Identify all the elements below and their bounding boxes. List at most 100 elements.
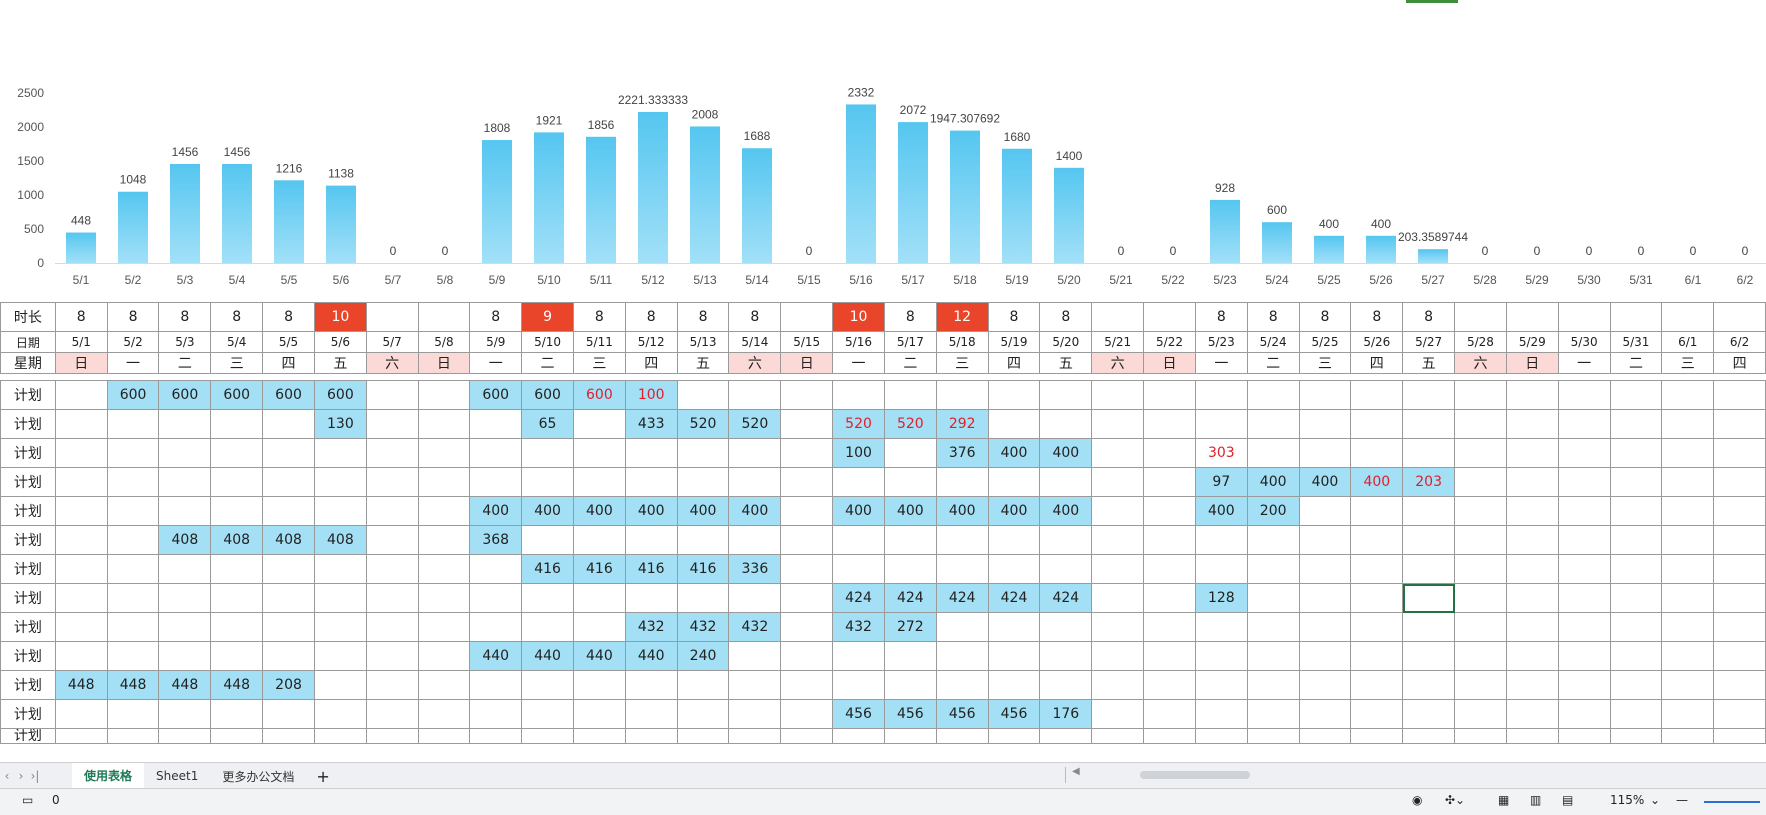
- plan-cell[interactable]: 400: [1246, 467, 1300, 497]
- plan-cell[interactable]: [935, 380, 989, 410]
- plan-cell[interactable]: [728, 670, 782, 700]
- plan-cell[interactable]: [1505, 612, 1559, 642]
- plan-cell[interactable]: [1143, 380, 1196, 410]
- plan-cell[interactable]: [1661, 554, 1715, 584]
- plan-cell[interactable]: [1298, 670, 1352, 700]
- plan-cell[interactable]: [1505, 670, 1559, 700]
- plan-cell[interactable]: [676, 467, 730, 497]
- plan-cell[interactable]: [1143, 496, 1196, 526]
- zoom-level[interactable]: 115%: [1610, 793, 1645, 807]
- plan-cell[interactable]: [417, 583, 471, 613]
- plan-cell[interactable]: [469, 699, 523, 729]
- plan-cell[interactable]: [728, 583, 782, 613]
- plan-cell[interactable]: 456: [935, 699, 989, 729]
- plan-cell[interactable]: [987, 525, 1041, 555]
- plan-cell[interactable]: [676, 525, 730, 555]
- plan-cell[interactable]: [1661, 438, 1715, 468]
- plan-cell[interactable]: [1350, 525, 1404, 555]
- date-cell[interactable]: 5/23: [1194, 331, 1248, 353]
- plan-cell[interactable]: 448: [54, 670, 108, 700]
- plan-cell[interactable]: [728, 438, 782, 468]
- plan-cell[interactable]: [1609, 438, 1663, 468]
- plan-cell[interactable]: 433: [624, 409, 678, 439]
- duration-cell[interactable]: 8: [572, 302, 626, 332]
- plan-cell[interactable]: [1505, 496, 1559, 526]
- plan-cell[interactable]: [1713, 409, 1766, 439]
- date-cell[interactable]: 5/21: [1091, 331, 1145, 353]
- plan-cell[interactable]: [1143, 438, 1196, 468]
- plan-cell[interactable]: [780, 409, 834, 439]
- plan-cell[interactable]: [54, 583, 108, 613]
- date-cell[interactable]: 5/29: [1505, 331, 1559, 353]
- plan-cell[interactable]: [365, 467, 419, 497]
- plan-cell[interactable]: 424: [987, 583, 1041, 613]
- plan-cell[interactable]: [106, 641, 160, 671]
- plan-cell[interactable]: 424: [935, 583, 989, 613]
- duration-cell[interactable]: 8: [1246, 302, 1300, 332]
- eye-icon[interactable]: ◉: [1412, 793, 1423, 807]
- add-sheet-button[interactable]: +: [316, 766, 330, 786]
- plan-cell[interactable]: 128: [1194, 583, 1248, 613]
- date-cell[interactable]: 5/6: [313, 331, 367, 353]
- plan-cell[interactable]: [54, 612, 108, 642]
- plan-cell[interactable]: 292: [935, 409, 989, 439]
- plan-cell[interactable]: [313, 641, 367, 671]
- plan-cell[interactable]: [1298, 380, 1352, 410]
- date-cell[interactable]: 5/3: [158, 331, 212, 353]
- plan-cell[interactable]: [780, 438, 834, 468]
- plan-cell[interactable]: [987, 612, 1041, 642]
- plan-cell[interactable]: [1454, 467, 1507, 497]
- duration-cell[interactable]: [417, 302, 471, 332]
- plan-cell[interactable]: 400: [1194, 496, 1248, 526]
- weekday-cell[interactable]: 二: [158, 352, 212, 374]
- plan-cell[interactable]: [676, 728, 730, 744]
- plan-cell[interactable]: 400: [987, 438, 1041, 468]
- plan-cell[interactable]: [521, 728, 574, 744]
- weekday-cell[interactable]: 五: [676, 352, 730, 374]
- plan-cell[interactable]: [1246, 554, 1300, 584]
- plan-cell[interactable]: [417, 699, 471, 729]
- weekday-cell[interactable]: 日: [1505, 352, 1559, 374]
- date-cell[interactable]: 5/27: [1402, 331, 1456, 353]
- weekday-cell[interactable]: 日: [54, 352, 108, 374]
- plan-cell[interactable]: [780, 728, 834, 744]
- plan-cell[interactable]: [987, 409, 1041, 439]
- plan-cell[interactable]: [1039, 641, 1093, 671]
- date-cell[interactable]: 5/9: [469, 331, 523, 353]
- plan-cell[interactable]: [158, 467, 212, 497]
- plan-cell[interactable]: [469, 728, 523, 744]
- plan-cell[interactable]: 400: [624, 496, 678, 526]
- plan-cell[interactable]: [780, 525, 834, 555]
- plan-cell[interactable]: [935, 728, 989, 744]
- plan-cell[interactable]: [417, 380, 471, 410]
- duration-cell[interactable]: 8: [158, 302, 212, 332]
- date-cell[interactable]: 5/20: [1039, 331, 1093, 353]
- plan-cell[interactable]: [417, 641, 471, 671]
- duration-cell[interactable]: 8: [1350, 302, 1404, 332]
- plan-cell[interactable]: [883, 728, 937, 744]
- plan-cell[interactable]: 448: [210, 670, 264, 700]
- plan-cell[interactable]: [1713, 467, 1766, 497]
- plan-cell[interactable]: [780, 496, 834, 526]
- plan-cell[interactable]: [1091, 438, 1145, 468]
- plan-cell[interactable]: [1350, 438, 1404, 468]
- plan-cell[interactable]: 448: [158, 670, 212, 700]
- plan-cell[interactable]: [469, 467, 523, 497]
- plan-cell[interactable]: [417, 525, 471, 555]
- duration-cell[interactable]: 8: [624, 302, 678, 332]
- plan-cell[interactable]: [1661, 612, 1715, 642]
- duration-cell[interactable]: [365, 302, 419, 332]
- plan-cell[interactable]: [1557, 380, 1611, 410]
- plan-cell[interactable]: [1143, 554, 1196, 584]
- tab-nav-prev[interactable]: ‹: [4, 769, 10, 783]
- plan-cell[interactable]: [676, 583, 730, 613]
- plan-cell[interactable]: 600: [158, 380, 212, 410]
- plan-cell[interactable]: [780, 670, 834, 700]
- plan-cell[interactable]: [1091, 409, 1145, 439]
- plan-cell[interactable]: [106, 409, 160, 439]
- plan-cell[interactable]: [106, 467, 160, 497]
- plan-cell[interactable]: [1091, 670, 1145, 700]
- plan-cell[interactable]: [572, 728, 626, 744]
- weekday-cell[interactable]: 五: [313, 352, 367, 374]
- plan-cell[interactable]: [1661, 409, 1715, 439]
